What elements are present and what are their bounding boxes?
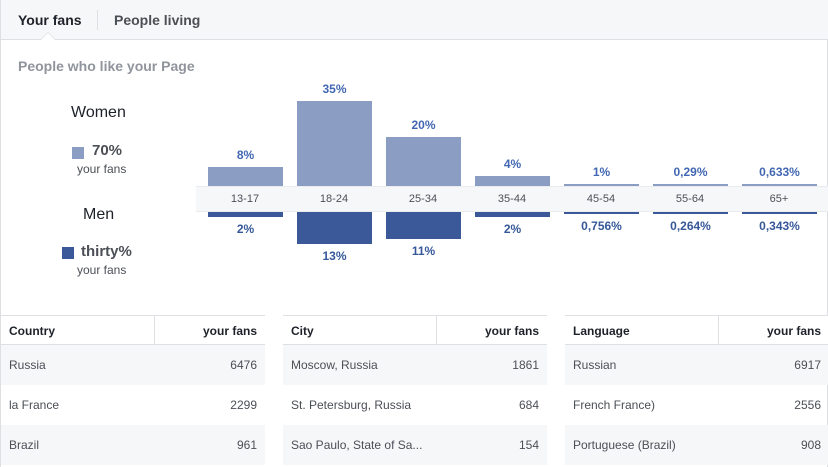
women-bar-label: 0,29% [673,165,708,179]
men-bar-label: 2% [236,221,255,236]
men-bar[interactable] [475,212,550,217]
men-bar[interactable] [386,212,461,239]
section-title: People who like your Page [18,58,195,74]
men-bar[interactable] [653,212,728,214]
men-bar-label: 0,756% [581,219,622,233]
men-bar[interactable] [208,212,283,217]
women-bar[interactable] [297,101,372,186]
row-name: Moscow, Russia [291,358,378,372]
table-header: Language your fans [565,315,828,346]
men-sublabel: your fans [77,263,127,277]
table-row: St. Petersburg, Russia 684 [283,385,547,425]
table-row: Sao Paulo, State of Sa... 154 [283,425,547,465]
row-name: Russia [9,358,46,372]
men-bar-label: 2% [503,221,522,236]
women-swatch [72,147,84,159]
table-row: la France 2299 [1,385,265,425]
row-value: 961 [236,438,257,452]
tab-bar: Your fans People living [1,0,828,40]
table-row: Portuguese (Brazil) 908 [565,425,828,465]
table-header: City your fans [283,315,547,346]
row-value: 908 [800,438,821,452]
age-tick-label: 18-24 [319,193,349,205]
men-bar[interactable] [742,212,817,214]
row-name: Russian [573,358,617,372]
column-header-city[interactable]: City [291,324,314,338]
men-label: Men [83,206,115,223]
women-label: Women [71,104,126,121]
row-value: 2556 [794,398,821,412]
table-row: French France) 2556 [565,385,828,425]
row-value: 154 [518,438,539,452]
column-divider [154,316,155,346]
men-bar-label: 11% [411,243,436,258]
row-value: 684 [518,398,539,412]
women-bar[interactable] [208,166,283,186]
column-divider [718,316,719,346]
table-row: Russia 6476 [1,345,265,385]
age-tick-label: 35-44 [497,193,527,205]
row-value: 6476 [230,358,257,372]
column-header-fans[interactable]: your fans [766,324,821,338]
men-bar[interactable] [297,212,372,244]
women-bar-label: 1% [592,164,611,179]
age-tick-label: 45-54 [586,193,616,205]
women-bar-label: 8% [236,147,255,162]
tab-people-living[interactable]: People living [114,12,201,28]
column-divider [436,316,437,346]
age-tick-label: 25-34 [408,193,438,205]
country-table: Country your fans Russia 6476 la France … [1,315,265,465]
men-percent: thirty% [81,243,132,260]
women-sublabel: your fans [77,162,127,176]
tab-divider [97,10,98,30]
active-tab-caret [41,33,55,40]
women-bar[interactable] [386,137,461,186]
men-swatch [62,247,74,259]
row-name: Portuguese (Brazil) [573,438,676,452]
women-bar-label: 0,633% [759,165,800,179]
column-header-fans[interactable]: your fans [484,324,539,338]
men-bar-label: 13% [322,248,347,263]
women-bar[interactable] [742,184,817,186]
women-percent: 70% [92,142,123,159]
age-tick-label: 55-64 [675,193,705,205]
table-row: Brazil 961 [1,425,265,465]
row-value: 2299 [230,398,257,412]
row-name: Sao Paulo, State of Sa... [291,438,423,452]
row-name: Brazil [9,438,40,452]
men-bar[interactable] [564,212,639,214]
tab-your-fans[interactable]: Your fans [18,12,82,28]
age-tick-label: 65+ [769,193,789,205]
women-bar-label: 35% [322,82,347,96]
women-bar[interactable] [564,183,639,186]
women-bar[interactable] [475,176,550,186]
women-bar[interactable] [653,184,728,186]
column-header-country[interactable]: Country [9,324,55,338]
city-table: City your fans Moscow, Russia 1861 St. P… [283,315,547,465]
men-bar-label: 0,264% [670,219,711,233]
row-value: 6917 [794,358,821,372]
age-tick-label: 13-17 [230,193,260,205]
men-bar-label: 0,343% [759,219,800,233]
age-axis-band [196,186,828,212]
row-name: St. Petersburg, Russia [291,398,412,412]
row-name: la France [9,398,60,412]
age-gender-bar-chart: 13-17 8% 2% 18-24 35% 13% 25-34 20% 11% 35-44 4% 2%… [1,0,828,300]
table-row: Russian 6917 [565,345,828,385]
row-value: 1861 [512,358,539,372]
column-header-language[interactable]: Language [573,324,630,338]
women-bar-label: 20% [411,118,436,133]
women-bar-label: 4% [503,157,522,172]
column-header-fans[interactable]: your fans [202,324,257,338]
row-name: French France) [573,398,656,412]
table-row: Moscow, Russia 1861 [283,345,547,385]
language-table: Language your fans Russian 6917 French F… [565,315,828,465]
table-header: Country your fans [1,315,265,346]
